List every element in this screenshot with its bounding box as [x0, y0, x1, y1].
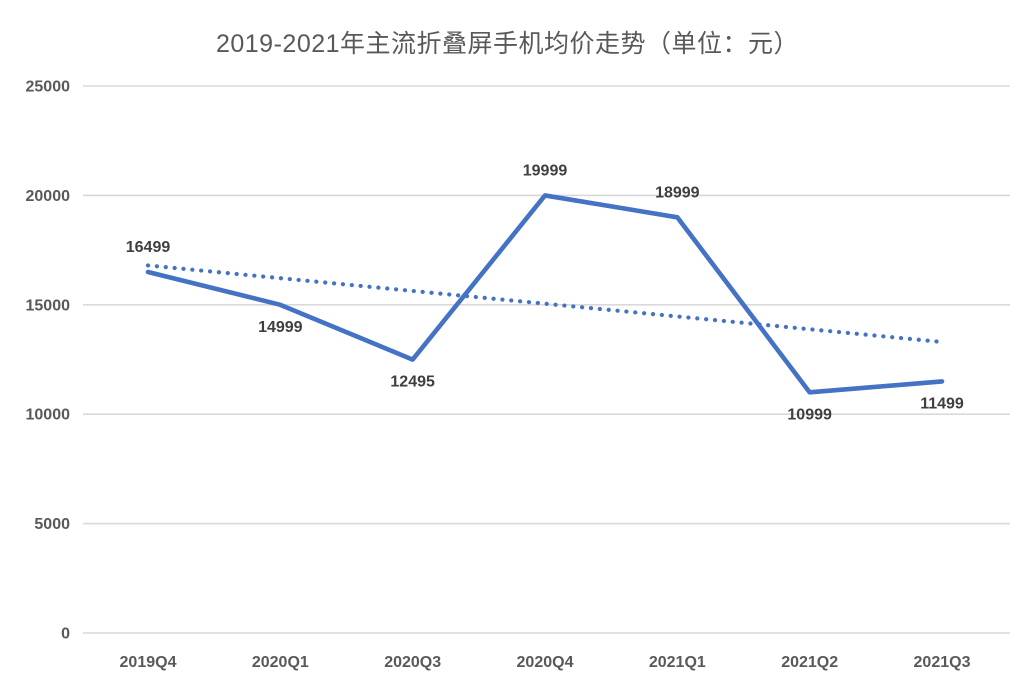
- data-label: 18999: [655, 184, 700, 201]
- y-axis-tick-label: 0: [61, 626, 70, 643]
- x-axis-category-label: 2020Q1: [252, 654, 309, 671]
- x-axis-category-label: 2019Q4: [120, 654, 177, 671]
- y-axis-tick-label: 20000: [26, 188, 71, 205]
- data-label: 12495: [390, 374, 435, 391]
- x-axis-category-label: 2020Q3: [384, 654, 441, 671]
- x-axis-category-label: 2021Q3: [914, 654, 971, 671]
- x-axis-category-label: 2021Q1: [649, 654, 706, 671]
- trendline-dotted: [145, 263, 945, 345]
- data-label: 10999: [787, 406, 832, 423]
- data-label: 14999: [258, 319, 303, 336]
- price-line: [145, 193, 945, 395]
- y-axis-tick-label: 10000: [26, 407, 71, 424]
- x-axis-category-label: 2021Q2: [781, 654, 838, 671]
- x-axis-category-label: 2020Q4: [517, 654, 574, 671]
- chart-title: 2019-2021年主流折叠屏手机均价走势（单位：元）: [215, 30, 800, 58]
- y-axis-tick-label: 15000: [26, 297, 71, 314]
- data-label: 16499: [126, 239, 171, 256]
- y-axis-tick-label: 25000: [26, 79, 71, 96]
- y-axis-tick-label: 5000: [34, 516, 70, 533]
- data-label: 19999: [523, 162, 568, 179]
- data-label: 11499: [920, 395, 964, 412]
